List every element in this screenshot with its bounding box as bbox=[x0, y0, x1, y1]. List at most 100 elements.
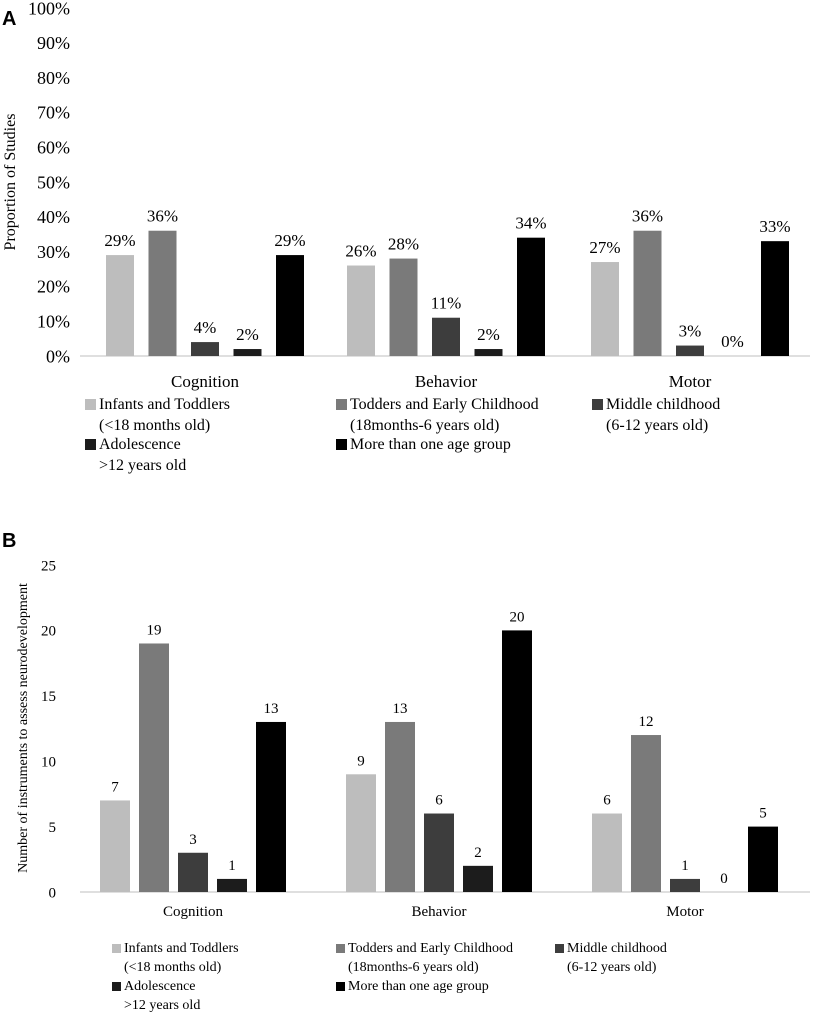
bar-data-label: 1 bbox=[681, 858, 689, 874]
bar bbox=[233, 349, 262, 356]
bar bbox=[347, 265, 375, 356]
legend-label-line2: (<18 months old) bbox=[124, 960, 222, 975]
bar bbox=[463, 865, 493, 892]
y-tick-label: 90% bbox=[37, 33, 70, 53]
legend-label-line2: (<18 months old) bbox=[99, 417, 210, 434]
bar bbox=[474, 349, 503, 356]
x-category-label: Motor bbox=[666, 904, 704, 920]
y-axis-title: Number of instruments to assess neurodev… bbox=[16, 583, 31, 873]
bar bbox=[676, 345, 704, 356]
legend-label: Middle childhood bbox=[606, 396, 720, 413]
bar-data-label: 0 bbox=[720, 871, 728, 887]
x-category-label: Motor bbox=[669, 372, 712, 391]
bar-data-label: 6 bbox=[603, 793, 611, 809]
bar-data-label: 9 bbox=[357, 753, 365, 769]
bar bbox=[592, 813, 622, 892]
legend-swatch bbox=[85, 439, 96, 450]
legend-label-line2: >12 years old bbox=[99, 457, 186, 474]
legend-swatch bbox=[85, 399, 96, 410]
y-tick-label: 70% bbox=[37, 103, 70, 123]
bar bbox=[633, 230, 662, 356]
y-tick-label: 0% bbox=[46, 346, 70, 366]
legend-swatch bbox=[112, 944, 121, 953]
bar-data-label: 26% bbox=[345, 242, 376, 261]
bar bbox=[385, 721, 415, 892]
bar bbox=[761, 241, 789, 356]
bar-data-label: 29% bbox=[104, 231, 135, 250]
legend-label-line2: (18months-6 years old) bbox=[350, 417, 499, 434]
bar bbox=[389, 258, 418, 356]
legend-swatch bbox=[112, 982, 121, 991]
bar-data-label: 28% bbox=[388, 235, 419, 254]
legend-label: More than one age group bbox=[350, 436, 511, 453]
bar bbox=[106, 255, 134, 356]
y-tick-label: 60% bbox=[37, 138, 70, 158]
legend-label-line2: (6-12 years old) bbox=[606, 417, 708, 434]
panel-b-letter: B bbox=[2, 530, 16, 552]
chart-a: 0% 10% 20% 30% 40% 50% 60% 70% 80% 90% 100% Proport… bbox=[2, 0, 810, 474]
bar bbox=[502, 630, 532, 892]
legend-label-line2: (18months-6 years old) bbox=[348, 960, 479, 975]
bar-data-label: 29% bbox=[274, 231, 305, 250]
legend-swatch bbox=[592, 399, 603, 410]
legend-label: Middle childhood bbox=[567, 941, 667, 956]
y-tick-label: 0 bbox=[49, 885, 57, 901]
bar-data-label: 13 bbox=[393, 701, 408, 717]
panel-a-letter: A bbox=[2, 8, 16, 30]
bar bbox=[517, 237, 545, 356]
bar-data-label: 3 bbox=[189, 832, 197, 848]
legend-swatch bbox=[336, 982, 345, 991]
bar bbox=[139, 643, 169, 892]
y-tick-label: 40% bbox=[37, 207, 70, 227]
y-tick-label: 20% bbox=[37, 277, 70, 297]
y-tick-label: 10% bbox=[37, 312, 70, 332]
legend-label: Infants and Toddlers bbox=[124, 941, 239, 956]
y-tick-label: 25 bbox=[41, 558, 56, 574]
y-axis-title: Proportion of Studies bbox=[2, 114, 19, 251]
bar bbox=[432, 317, 460, 356]
y-tick-label: 15 bbox=[41, 689, 56, 705]
bar-data-label: 7 bbox=[111, 779, 119, 795]
bar bbox=[631, 735, 661, 892]
bar-data-label: 19 bbox=[147, 622, 162, 638]
y-tick-label: 10 bbox=[41, 754, 56, 770]
x-category-label: Cognition bbox=[163, 904, 224, 920]
legend-label-line2: >12 years old bbox=[124, 998, 200, 1013]
legend-swatch bbox=[336, 944, 345, 953]
bar-data-label: 2 bbox=[474, 845, 482, 861]
legend-swatch bbox=[555, 944, 564, 953]
bar-data-label: 6 bbox=[435, 793, 443, 809]
y-tick-label: 80% bbox=[37, 68, 70, 88]
bar-data-label: 1 bbox=[228, 858, 236, 874]
x-category-label: Cognition bbox=[171, 372, 240, 391]
legend-label: Infants and Toddlers bbox=[99, 396, 230, 413]
bar-data-label: 33% bbox=[759, 217, 790, 236]
y-tick-label: 100% bbox=[28, 0, 70, 18]
y-tick-label: 20 bbox=[41, 624, 56, 640]
bar-data-label: 4% bbox=[194, 318, 217, 337]
bar-data-label: 5 bbox=[759, 806, 767, 822]
bar-data-label: 20 bbox=[510, 609, 525, 625]
bar bbox=[148, 230, 177, 356]
bar bbox=[670, 878, 700, 892]
bar-data-label: 0% bbox=[721, 332, 744, 351]
bar-data-label: 13 bbox=[264, 701, 279, 717]
y-tick-label: 5 bbox=[49, 820, 57, 836]
y-tick-label: 30% bbox=[37, 242, 70, 262]
legend-label: Adolescence bbox=[99, 436, 181, 453]
bar-data-label: 12 bbox=[639, 714, 654, 730]
legend-label: Adolescence bbox=[124, 979, 196, 994]
bar-data-label: 36% bbox=[632, 207, 663, 226]
bar bbox=[191, 342, 219, 356]
bar bbox=[217, 878, 247, 892]
legend-swatch bbox=[336, 399, 347, 410]
bar bbox=[178, 852, 208, 892]
bar-data-label: 3% bbox=[679, 322, 702, 341]
x-category-label: Behavior bbox=[415, 372, 478, 391]
bar-data-label: 34% bbox=[515, 214, 546, 233]
legend-label: Todders and Early Childhood bbox=[348, 941, 513, 956]
bar bbox=[424, 813, 454, 892]
bar bbox=[346, 774, 376, 892]
bar-data-label: 11% bbox=[431, 294, 462, 313]
bar-data-label: 2% bbox=[236, 325, 259, 344]
